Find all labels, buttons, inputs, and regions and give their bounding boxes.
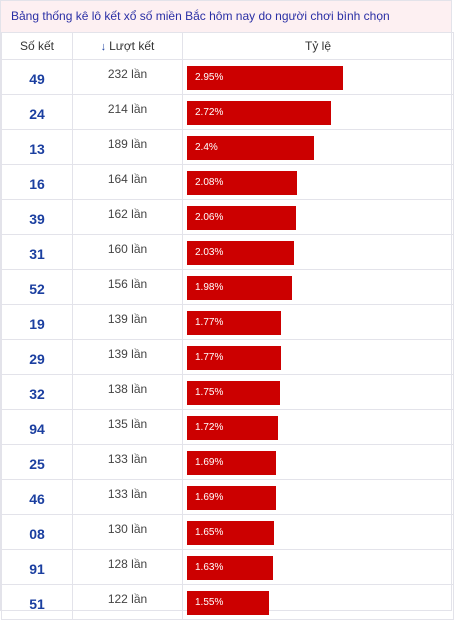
lottery-number[interactable]: 13 <box>1 129 73 165</box>
lottery-number[interactable]: 51 <box>1 584 73 620</box>
lottery-number[interactable]: 46 <box>1 479 73 515</box>
ratio-bar: 1.69% <box>187 451 276 475</box>
vote-count: 214 lần <box>72 94 183 130</box>
table-row: 13 189 lần 2.4% <box>1 129 454 165</box>
table-row: 24 214 lần 2.72% <box>1 94 454 130</box>
table-row: 32 138 lần 1.75% <box>1 374 454 410</box>
vote-count: 133 lần <box>72 479 183 515</box>
lottery-number[interactable]: 49 <box>1 59 73 95</box>
vote-count: 128 lần <box>72 549 183 585</box>
ratio-cell: 2.4% <box>182 129 454 165</box>
vote-count: 160 lần <box>72 234 183 270</box>
table-row: 52 156 lần 1.98% <box>1 269 454 305</box>
ratio-cell: 1.69% <box>182 479 454 515</box>
ratio-bar: 1.69% <box>187 486 276 510</box>
table-row: 94 135 lần 1.72% <box>1 409 454 445</box>
header-count[interactable]: ↓ Lượt kết <box>72 32 183 60</box>
ratio-cell: 1.65% <box>182 514 454 550</box>
table-row: 08 130 lần 1.65% <box>1 514 454 550</box>
lottery-number[interactable]: 24 <box>1 94 73 130</box>
lottery-number[interactable]: 25 <box>1 444 73 480</box>
table-row: 16 164 lần 2.08% <box>1 164 454 200</box>
ratio-cell: 2.03% <box>182 234 454 270</box>
ratio-bar: 2.06% <box>187 206 296 230</box>
lottery-number[interactable]: 39 <box>1 199 73 235</box>
vote-count: 164 lần <box>72 164 183 200</box>
vote-count: 139 lần <box>72 304 183 340</box>
table-row: 29 139 lần 1.77% <box>1 339 454 375</box>
vote-count: 156 lần <box>72 269 183 305</box>
lottery-number[interactable]: 52 <box>1 269 73 305</box>
ratio-cell: 1.69% <box>182 444 454 480</box>
lottery-number[interactable]: 94 <box>1 409 73 445</box>
ratio-bar: 2.03% <box>187 241 294 265</box>
ratio-bar: 2.08% <box>187 171 297 195</box>
vote-count: 139 lần <box>72 339 183 375</box>
vote-count: 133 lần <box>72 444 183 480</box>
lottery-number[interactable]: 08 <box>1 514 73 550</box>
vote-count: 122 lần <box>72 584 183 620</box>
ratio-bar: 2.95% <box>187 66 343 90</box>
ratio-bar: 1.65% <box>187 521 274 545</box>
table-row: 51 122 lần 1.55% <box>1 584 454 620</box>
lottery-number[interactable]: 19 <box>1 304 73 340</box>
table-caption: Bảng thống kê lô kết xổ số miền Bắc hôm … <box>1 1 451 32</box>
ratio-cell: 1.72% <box>182 409 454 445</box>
ratio-cell: 1.75% <box>182 374 454 410</box>
ratio-cell: 2.72% <box>182 94 454 130</box>
stats-table: Số kết ↓ Lượt kết Tỷ lệ 49 232 lần 2.95% 24 2… <box>1 32 454 620</box>
vote-count: 130 lần <box>72 514 183 550</box>
ratio-bar: 1.75% <box>187 381 280 405</box>
header-ratio[interactable]: Tỷ lệ <box>182 32 454 60</box>
ratio-bar: 2.72% <box>187 101 331 125</box>
ratio-bar: 1.98% <box>187 276 292 300</box>
lottery-number[interactable]: 31 <box>1 234 73 270</box>
ratio-bar: 1.77% <box>187 346 281 370</box>
ratio-cell: 2.95% <box>182 59 454 95</box>
header-number[interactable]: Số kết <box>1 32 73 60</box>
ratio-cell: 2.08% <box>182 164 454 200</box>
header-count-label: Lượt kết <box>109 39 155 53</box>
ratio-cell: 2.06% <box>182 199 454 235</box>
ratio-bar: 1.77% <box>187 311 281 335</box>
ratio-bar: 1.72% <box>187 416 278 440</box>
ratio-cell: 1.98% <box>182 269 454 305</box>
ratio-cell: 1.77% <box>182 304 454 340</box>
table-row: 19 139 lần 1.77% <box>1 304 454 340</box>
table-row: 49 232 lần 2.95% <box>1 59 454 95</box>
vote-count: 189 lần <box>72 129 183 165</box>
sort-down-arrow-icon: ↓ <box>100 41 107 53</box>
vote-count: 135 lần <box>72 409 183 445</box>
lottery-number[interactable]: 32 <box>1 374 73 410</box>
ratio-cell: 1.77% <box>182 339 454 375</box>
table-row: 39 162 lần 2.06% <box>1 199 454 235</box>
ratio-cell: 1.55% <box>182 584 454 620</box>
table-row: 91 128 lần 1.63% <box>1 549 454 585</box>
vote-count: 138 lần <box>72 374 183 410</box>
lottery-number[interactable]: 16 <box>1 164 73 200</box>
ratio-bar: 1.63% <box>187 556 273 580</box>
ratio-bar: 1.55% <box>187 591 269 615</box>
table-body: 49 232 lần 2.95% 24 214 lần 2.72% 13 189 lần 2.4… <box>1 59 454 620</box>
lottery-number[interactable]: 91 <box>1 549 73 585</box>
vote-count: 232 lần <box>72 59 183 95</box>
lottery-number[interactable]: 29 <box>1 339 73 375</box>
table-row: 31 160 lần 2.03% <box>1 234 454 270</box>
table-row: 46 133 lần 1.69% <box>1 479 454 515</box>
ratio-cell: 1.63% <box>182 549 454 585</box>
table-row: 25 133 lần 1.69% <box>1 444 454 480</box>
vote-count: 162 lần <box>72 199 183 235</box>
ratio-bar: 2.4% <box>187 136 314 160</box>
